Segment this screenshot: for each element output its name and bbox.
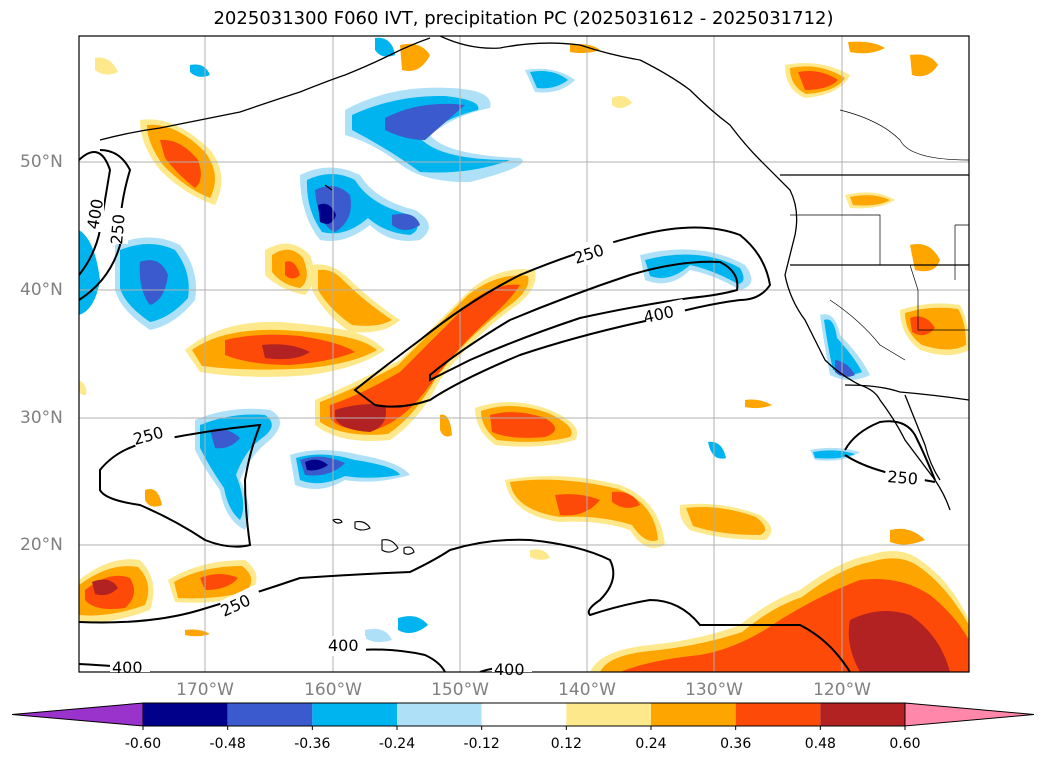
- lon-label-150w: 150°W: [431, 680, 489, 700]
- contour-label: 400: [328, 636, 359, 655]
- lat-label-20n: 20°N: [20, 535, 63, 555]
- colorbar-box: [735, 703, 821, 726]
- colorbar-tick-label: 0.36: [720, 736, 752, 752]
- lon-label-140w: 140°W: [558, 680, 616, 700]
- colorbar-frame: [142, 702, 906, 727]
- colorbar-box: [651, 703, 736, 726]
- colorbar-tick-label: -0.12: [463, 736, 500, 752]
- contour-labels: 400 250 250 400 250 250 250 400 400 400: [82, 196, 926, 679]
- colorbar-box: [566, 703, 651, 726]
- graticule: [79, 36, 969, 672]
- state-borders: [790, 109, 969, 361]
- colorbar-tick-label: -0.36: [294, 736, 331, 752]
- colorbar-tick-label: -0.60: [124, 736, 162, 752]
- lon-label-170w: 170°W: [176, 680, 234, 700]
- colorbar-box: [312, 703, 397, 726]
- colorbar-tick-label: 0.12: [550, 736, 582, 752]
- lon-label-130w: 130°W: [685, 680, 743, 700]
- colorbar-box: [397, 703, 482, 726]
- map-title: 2025031300 F060 IVT, precipitation PC (2…: [213, 8, 834, 29]
- colorbar-tick-label: -0.24: [378, 736, 416, 752]
- colorbar-tick-label: -0.48: [209, 736, 246, 752]
- colorbar-tick-label: 0.24: [635, 736, 667, 752]
- colorbar-extend-high: [904, 702, 1035, 727]
- contour-label: 250: [887, 467, 919, 489]
- lat-label-30n: 30°N: [20, 408, 63, 428]
- lat-label-50n: 50°N: [20, 152, 63, 172]
- positive-anomaly-shading: [79, 41, 969, 672]
- contour-label: 400: [112, 658, 143, 677]
- lon-label-160w: 160°W: [304, 680, 362, 700]
- contour-label: 250: [107, 213, 129, 245]
- colorbar-box: [820, 703, 905, 726]
- colorbar-tick-label: 0.48: [804, 736, 836, 752]
- coastlines: [99, 36, 969, 511]
- contour-label: 400: [494, 660, 525, 679]
- colorbar-box: [481, 703, 567, 726]
- lat-label-40n: 40°N: [20, 280, 63, 300]
- colorbar-box: [227, 703, 313, 726]
- colorbar-extend-low: [11, 702, 144, 727]
- colorbar-box: [143, 703, 228, 726]
- colorbar-tick-label: 0.60: [889, 736, 921, 752]
- islands: [324, 184, 415, 555]
- lon-label-120w: 120°W: [813, 680, 871, 700]
